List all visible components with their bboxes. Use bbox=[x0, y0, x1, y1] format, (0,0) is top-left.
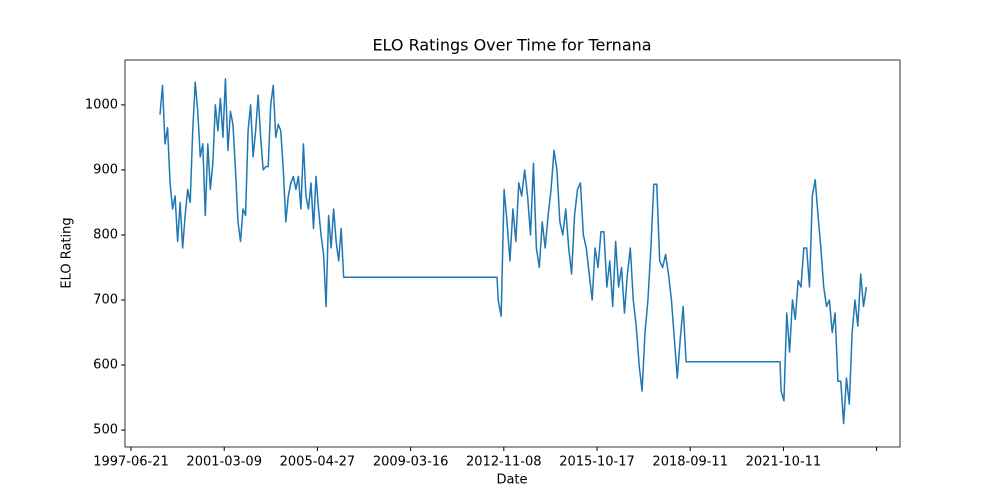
x-tick-label: 2009-03-16 bbox=[373, 455, 449, 470]
y-tick-label: 600 bbox=[93, 358, 118, 373]
x-tick-label: 1997-06-21 bbox=[93, 455, 169, 470]
y-tick-label: 1000 bbox=[85, 97, 118, 112]
x-axis-label: Date bbox=[496, 473, 527, 488]
x-tick-label: 2012-11-08 bbox=[466, 455, 542, 470]
y-tick-label: 900 bbox=[93, 162, 118, 177]
y-tick-label: 800 bbox=[93, 227, 118, 242]
chart-title: ELO Ratings Over Time for Ternana bbox=[372, 36, 651, 55]
x-tick-label: 2001-03-09 bbox=[186, 455, 262, 470]
plot-frame bbox=[124, 59, 901, 448]
x-tick-label: 2018-09-11 bbox=[652, 455, 728, 470]
x-tick-label: 2021-10-11 bbox=[746, 455, 822, 470]
y-axis-label: ELO Rating bbox=[60, 217, 75, 288]
x-tick-label: 2015-10-17 bbox=[559, 455, 635, 470]
data-line bbox=[159, 78, 868, 425]
y-tick-label: 500 bbox=[93, 423, 118, 438]
y-tick-label: 700 bbox=[93, 293, 118, 308]
x-tick-label: 2005-04-27 bbox=[280, 455, 356, 470]
